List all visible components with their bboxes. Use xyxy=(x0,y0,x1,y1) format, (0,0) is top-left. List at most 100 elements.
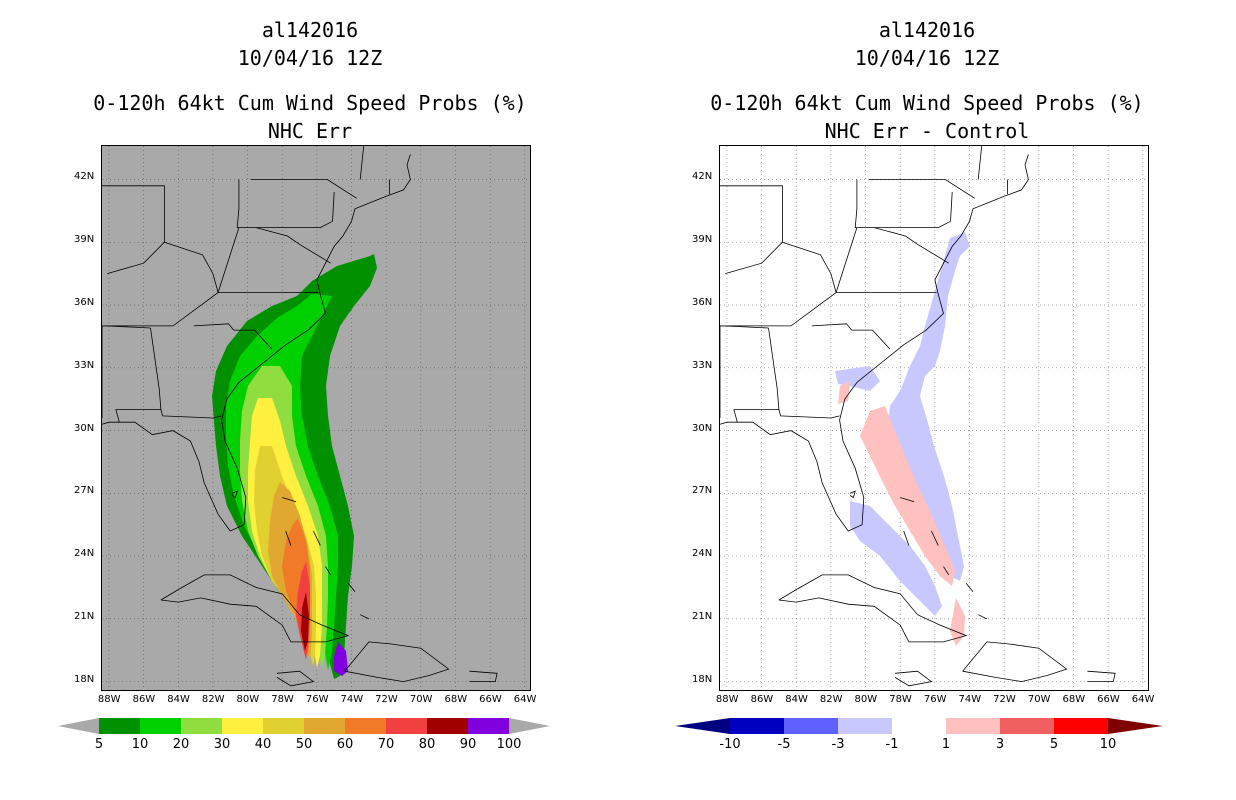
coastline xyxy=(720,292,937,327)
colorbar-swatch xyxy=(181,718,222,734)
lon-label: 86W xyxy=(132,694,156,705)
coastline xyxy=(325,566,332,576)
colorbar-label: 90 xyxy=(459,737,477,752)
lon-label: 74W xyxy=(958,694,982,705)
colorbar-swatch xyxy=(427,718,468,734)
coastline xyxy=(965,583,974,592)
lon-label: 70W xyxy=(1027,694,1051,705)
coastline xyxy=(107,241,165,274)
coastline xyxy=(347,583,356,592)
coastline xyxy=(231,490,238,499)
lon-label: 66W xyxy=(1097,694,1120,705)
coastline xyxy=(332,191,335,222)
lat-label: 27N xyxy=(692,485,713,497)
lat-label: 33N xyxy=(692,359,713,371)
coastline xyxy=(977,146,983,180)
lon-label: 82W xyxy=(201,694,225,705)
colorbar-swatch xyxy=(838,718,892,734)
left-coastlines xyxy=(102,146,498,687)
coastline xyxy=(102,325,151,329)
coastline xyxy=(943,566,950,576)
colorbar-swatch xyxy=(140,718,181,734)
colorbar-label: -3 xyxy=(831,737,845,752)
coastline xyxy=(720,195,1005,532)
coastline xyxy=(469,670,498,682)
colorbar-label: 10 xyxy=(131,737,149,752)
lon-label: 72W xyxy=(993,694,1016,705)
coastline xyxy=(950,191,953,222)
colorbar-swatch xyxy=(784,718,838,734)
left-subtitle: NHC Err xyxy=(267,119,353,143)
lon-label: 84W xyxy=(167,694,190,705)
lon-label: 66W xyxy=(479,694,502,705)
right-subtitle: NHC Err - Control xyxy=(824,119,1030,143)
coastline xyxy=(720,185,783,243)
right-storm-id: al142016 xyxy=(878,18,976,42)
coastline xyxy=(217,227,240,293)
colorbar-swatch xyxy=(386,718,427,734)
coastline xyxy=(282,497,297,503)
coastline xyxy=(733,327,780,423)
lon-label: 68W xyxy=(444,694,468,705)
lon-label: 76W xyxy=(305,694,329,705)
lon-label: 76W xyxy=(923,694,947,705)
colorbar-swatch xyxy=(222,718,263,734)
coastline xyxy=(276,670,315,687)
coastline xyxy=(778,409,840,419)
lon-label: 84W xyxy=(785,694,808,705)
lat-label: 30N xyxy=(692,422,713,434)
lon-label: 74W xyxy=(340,694,364,705)
coastline xyxy=(874,227,949,264)
right-map-svg xyxy=(720,146,1148,690)
lat-label: 42N xyxy=(74,171,95,183)
coastline xyxy=(285,530,292,546)
left-colorbar xyxy=(58,718,550,734)
coastline xyxy=(160,574,350,643)
coastline xyxy=(236,179,333,228)
colorbar-swatch xyxy=(263,718,304,734)
left-storm-id: al142016 xyxy=(261,18,359,42)
coastline xyxy=(344,641,450,683)
colorbar-label: 5 xyxy=(1049,737,1059,752)
lon-label: 82W xyxy=(819,694,843,705)
coastline xyxy=(313,530,321,546)
lon-label: 70W xyxy=(409,694,433,705)
lat-label: 39N xyxy=(692,234,713,246)
lat-label: 36N xyxy=(74,297,95,308)
coastline xyxy=(854,179,951,228)
coastline xyxy=(1087,670,1116,682)
colorbar-swatch xyxy=(304,718,345,734)
lon-label: 88W xyxy=(715,694,739,705)
colorbar-swatch xyxy=(730,718,784,734)
coastline xyxy=(869,179,975,199)
colorbar-left-arrow xyxy=(675,718,730,734)
coastline xyxy=(782,241,837,293)
coastline xyxy=(903,530,910,546)
coastline xyxy=(778,574,968,643)
colorbar-swatch xyxy=(892,718,946,734)
coastline xyxy=(102,292,319,327)
lon-label: 86W xyxy=(750,694,774,705)
lat-label: 36N xyxy=(692,297,713,308)
right-colorbar xyxy=(675,718,1163,734)
lon-label: 78W xyxy=(889,694,912,705)
colorbar-swatch xyxy=(946,718,1000,734)
colorbar-label: 30 xyxy=(213,737,231,752)
coastline xyxy=(164,241,219,293)
swath-80 xyxy=(301,592,309,651)
colorbar-right-arrow xyxy=(1108,718,1163,734)
colorbar-label: -5 xyxy=(777,737,791,752)
coastline xyxy=(849,490,856,499)
diff-positive-area-3 xyxy=(838,381,850,404)
lon-label: 64W xyxy=(513,694,537,705)
colorbar-swatch xyxy=(1054,718,1108,734)
diff-negative-area-2 xyxy=(850,501,942,616)
lon-label: 64W xyxy=(1131,694,1155,705)
lat-label: 39N xyxy=(74,234,95,246)
colorbar-label: 5 xyxy=(94,737,104,752)
colorbar-left-arrow xyxy=(58,718,99,734)
lon-label: 80W xyxy=(854,694,878,705)
coastline xyxy=(251,179,357,199)
lat-label: 21N xyxy=(692,610,713,622)
coastline xyxy=(193,323,273,350)
